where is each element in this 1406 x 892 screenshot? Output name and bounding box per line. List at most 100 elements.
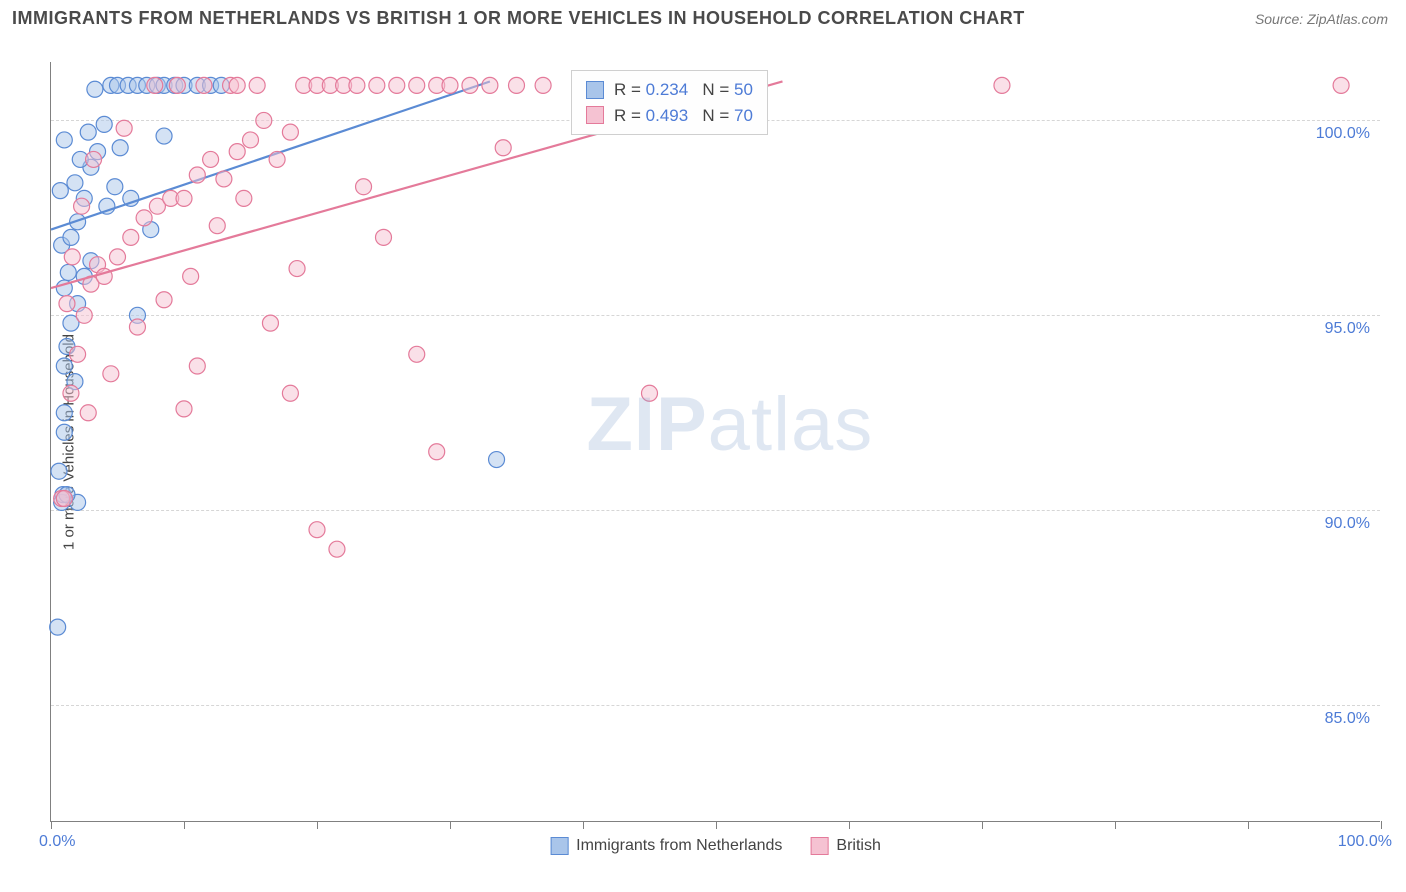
data-point: [103, 366, 119, 382]
plot-area: 1 or more Vehicles in Household 85.0%90.…: [50, 62, 1380, 822]
legend-row: R = 0.234 N = 50: [586, 77, 753, 103]
data-point: [535, 77, 551, 93]
data-point: [116, 120, 132, 136]
x-tick: [1381, 821, 1382, 829]
x-tick: [184, 821, 185, 829]
data-point: [429, 444, 445, 460]
x-tick: [450, 821, 451, 829]
legend-label: British: [836, 837, 880, 855]
x-tick: [317, 821, 318, 829]
source-label: Source: ZipAtlas.com: [1255, 11, 1388, 27]
chart-title: IMMIGRANTS FROM NETHERLANDS VS BRITISH 1…: [12, 8, 1025, 29]
x-tick: [1115, 821, 1116, 829]
data-point: [52, 183, 68, 199]
data-point: [56, 405, 72, 421]
legend-swatch: [810, 837, 828, 855]
data-point: [489, 452, 505, 468]
data-point: [994, 77, 1010, 93]
data-point: [256, 112, 272, 128]
data-point: [309, 522, 325, 538]
data-point: [112, 140, 128, 156]
data-point: [123, 229, 139, 245]
data-point: [196, 77, 212, 93]
data-point: [236, 190, 252, 206]
legend-swatch: [586, 106, 604, 124]
data-point: [110, 249, 126, 265]
x-tick: [583, 821, 584, 829]
data-point: [96, 116, 112, 132]
x-tick: [1248, 821, 1249, 829]
data-point: [76, 307, 92, 323]
data-point: [107, 179, 123, 195]
data-point: [369, 77, 385, 93]
scatter-chart: [51, 62, 1380, 821]
data-point: [87, 81, 103, 97]
data-point: [189, 358, 205, 374]
data-point: [349, 77, 365, 93]
title-bar: IMMIGRANTS FROM NETHERLANDS VS BRITISH 1…: [0, 0, 1406, 33]
data-point: [409, 77, 425, 93]
legend-text: R = 0.234 N = 50: [614, 77, 753, 103]
legend-swatch: [586, 81, 604, 99]
data-point: [642, 385, 658, 401]
data-point: [376, 229, 392, 245]
data-point: [389, 77, 405, 93]
data-point: [56, 424, 72, 440]
data-point: [495, 140, 511, 156]
data-point: [59, 296, 75, 312]
legend-label: Immigrants from Netherlands: [576, 837, 782, 855]
data-point: [176, 190, 192, 206]
correlation-legend: R = 0.234 N = 50R = 0.493 N = 70: [571, 70, 768, 135]
data-point: [80, 124, 96, 140]
data-point: [136, 210, 152, 226]
series-legend: Immigrants from Netherlands British: [550, 837, 881, 855]
x-tick: [982, 821, 983, 829]
data-point: [243, 132, 259, 148]
data-point: [329, 541, 345, 557]
data-point: [156, 128, 172, 144]
data-point: [56, 358, 72, 374]
data-point: [60, 264, 76, 280]
data-point: [56, 491, 72, 507]
data-point: [86, 151, 102, 167]
data-point: [282, 124, 298, 140]
legend-swatch: [550, 837, 568, 855]
data-point: [409, 346, 425, 362]
data-point: [51, 463, 67, 479]
data-point: [262, 315, 278, 331]
data-point: [356, 179, 372, 195]
legend-row: R = 0.493 N = 70: [586, 103, 753, 129]
x-tick: [716, 821, 717, 829]
data-point: [509, 77, 525, 93]
data-point: [67, 175, 83, 191]
data-point: [176, 401, 192, 417]
data-point: [216, 171, 232, 187]
data-point: [229, 77, 245, 93]
data-point: [74, 198, 90, 214]
data-point: [482, 77, 498, 93]
legend-text: R = 0.493 N = 70: [614, 103, 753, 129]
data-point: [70, 346, 86, 362]
data-point: [189, 167, 205, 183]
data-point: [229, 144, 245, 160]
data-point: [203, 151, 219, 167]
data-point: [209, 218, 225, 234]
data-point: [64, 249, 80, 265]
data-point: [80, 405, 96, 421]
data-point: [282, 385, 298, 401]
x-axis-max-label: 100.0%: [1338, 833, 1392, 851]
data-point: [50, 619, 66, 635]
series-legend-item: British: [810, 837, 880, 855]
x-axis-min-label: 0.0%: [39, 833, 75, 851]
x-tick: [51, 821, 52, 829]
data-point: [56, 132, 72, 148]
data-point: [183, 268, 199, 284]
data-point: [63, 229, 79, 245]
data-point: [442, 77, 458, 93]
data-point: [1333, 77, 1349, 93]
data-point: [462, 77, 478, 93]
data-point: [156, 292, 172, 308]
data-point: [269, 151, 285, 167]
data-point: [147, 77, 163, 93]
data-point: [289, 261, 305, 277]
